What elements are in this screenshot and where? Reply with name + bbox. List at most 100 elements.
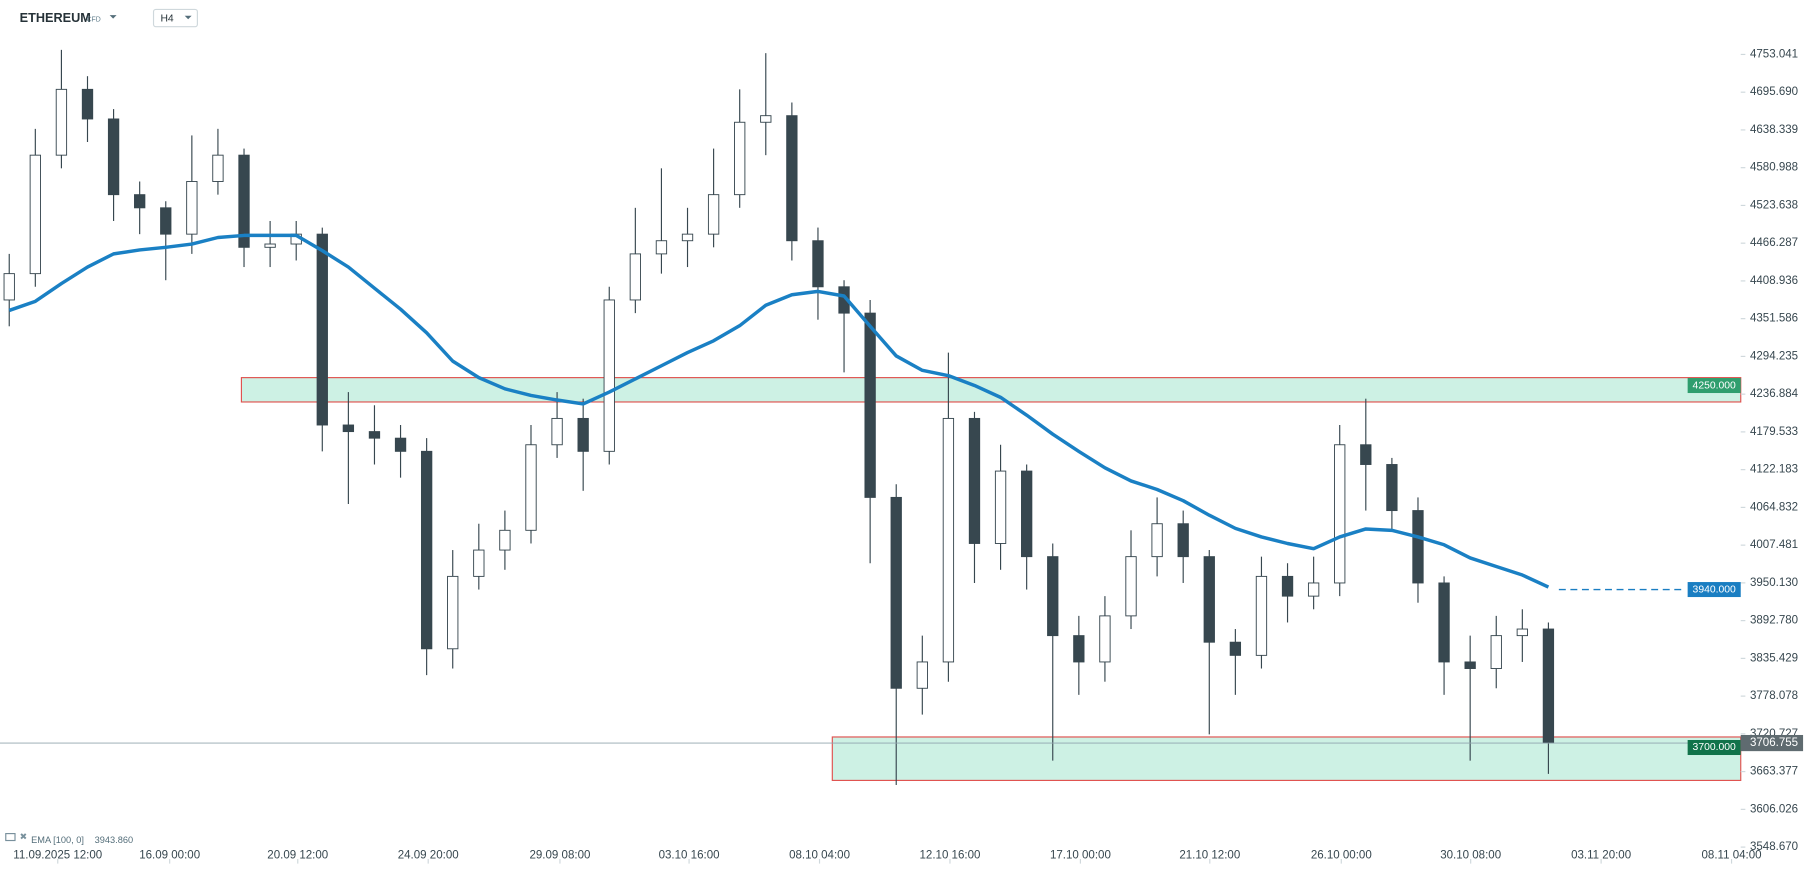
legend-close[interactable]: ✖ [20,831,28,841]
candle-body [473,549,485,577]
overlay [0,233,1741,744]
y-tick-label: 4122.183 [1750,464,1798,476]
x-tick-label: 24.09 20:00 [398,850,459,862]
candle-body [1099,615,1111,663]
legend-ema-value: 3943.860 [95,835,133,845]
candle-body [994,470,1007,544]
zones [240,377,1742,781]
candle-body [1047,556,1059,637]
candle-body [160,207,172,235]
y-tick-label: 4638.339 [1750,124,1798,136]
y-tick-label: 4408.936 [1750,275,1798,287]
y-tick-label: 4007.481 [1750,539,1798,551]
support-resistance-zone [240,377,1742,403]
candle-body [394,437,407,452]
y-tick-label: 4466.287 [1750,237,1798,249]
y-tick-label: 3720.727 [1750,728,1798,740]
y-tick-label: 4695.690 [1750,86,1798,98]
x-tick-label: 08.11 04:00 [1702,850,1762,862]
candle-body [577,417,589,452]
candle-body [342,424,355,433]
candle-body [420,450,433,650]
candle-body [447,575,459,650]
y-tick-label: 3548.670 [1750,841,1798,853]
candle-body [603,299,615,452]
axes: 4753.041 4695.690 4638.339 4580.988 4523.638… [13,48,1799,864]
candle-body [916,661,928,689]
x-tick-label: 11.09.2025 12:00 [13,850,102,862]
instrument-dropdown[interactable] [109,15,117,19]
y-tick-label: 4236.884 [1750,388,1799,400]
candle-body [3,273,15,301]
candle-body [1177,523,1189,558]
y-tick-label: 4753.041 [1750,48,1798,60]
candle-body [1360,444,1372,465]
alert-label: 3940.000 [1693,584,1737,595]
candle-body [734,121,746,196]
candle-body [81,88,94,120]
x-tick-label: 26.10 00:00 [1311,850,1372,862]
zone-level-label: 3700.000 [1693,742,1737,753]
candle-body [1386,464,1398,512]
x-tick-label: 29.09 08:00 [529,850,590,862]
candle-body [1334,444,1346,584]
candle-body [29,154,41,275]
candle-body [968,417,981,544]
current-price-label: 3706.755 [1750,737,1798,749]
x-tick-label: 21.10 12:00 [1179,850,1240,862]
zone-level-label: 4250.000 [1693,380,1737,391]
x-tick-label: 30.10 08:00 [1440,850,1501,862]
candle-body [107,118,120,196]
legend-ema-name: EMA [100, 0] [31,835,84,845]
candle-body [212,154,224,182]
candle-body [1151,523,1163,558]
candle-body [1464,661,1476,669]
y-tick-label: 3606.026 [1750,803,1798,815]
candle-body [1255,575,1268,656]
candle-body [1490,635,1502,669]
candle-body [707,194,720,235]
candle-body [55,88,68,156]
candle-body [551,417,563,446]
timeframe-dropdown[interactable] [184,15,192,20]
candle-body [942,417,955,663]
y-tick-label: 3892.780 [1750,615,1798,627]
instrument-type: CFD [87,17,101,24]
candle-body [1516,628,1528,637]
candle-body [264,243,276,248]
legend-icon[interactable] [5,833,16,842]
candle-body [681,233,694,242]
zone-level-tag [1687,740,1741,756]
y-tick-label: 3663.377 [1750,766,1798,778]
x-tick-label: 16.09 00:00 [139,850,200,862]
y-tick-label: 3778.078 [1750,690,1798,702]
y-tick-label: 4580.988 [1750,162,1798,174]
x-tick-label: 03.11 20:00 [1571,850,1631,862]
y-tick-label: 4294.235 [1750,350,1798,362]
candle-body [1438,582,1450,663]
candle-body [1073,635,1085,663]
y-tick-label: 4179.533 [1750,426,1798,438]
indicator-legend: ✖ EMA [100, 0] 3943.860 [5,831,133,845]
candle-body [525,444,537,531]
y-tick-label: 4523.638 [1750,199,1798,211]
candle-body [1021,470,1033,558]
candles [3,49,1555,786]
y-tick-label: 4351.586 [1750,313,1798,325]
timeframe: H4 [160,13,173,24]
candle-body [890,496,902,689]
y-tick-label: 3835.429 [1750,652,1798,664]
candle-body [316,233,328,426]
ema-line [8,233,1550,589]
candle-body [238,154,250,248]
instrument-name: ETHEREUM [20,11,91,25]
y-tick-label: 4064.832 [1750,501,1798,513]
candle-body [655,240,668,255]
x-tick-label: 12.10 16:00 [920,850,981,862]
timeframe-selector[interactable] [152,8,198,28]
candle-body [812,240,824,288]
x-tick-label: 20.09 12:00 [267,850,328,862]
alert-tag [1687,582,1741,598]
